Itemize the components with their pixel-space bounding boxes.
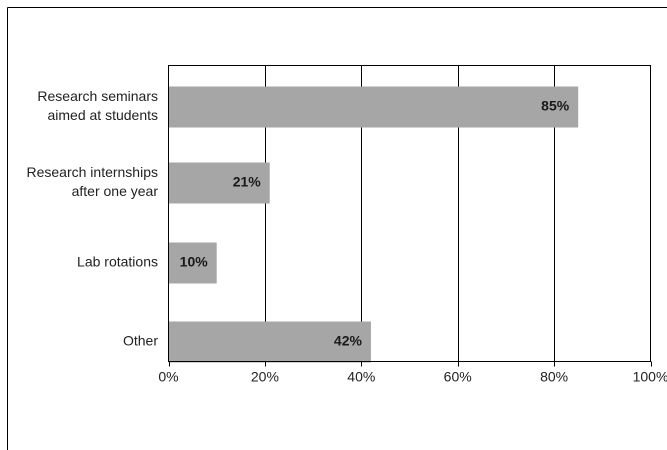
x-tick-label-20: 20% — [251, 369, 279, 385]
x-tick-label-80: 80% — [540, 369, 568, 385]
category-label-3-line-0: Other — [123, 333, 158, 349]
category-label-0-line-0: Research seminars — [37, 88, 158, 104]
x-tick-label-60: 60% — [444, 369, 472, 385]
data-label-0: 85% — [541, 98, 570, 114]
category-labels: Research seminars aimed at students Resear… — [26, 88, 158, 349]
x-tick-label-0: 0% — [158, 369, 178, 385]
data-labels: 85% 21% 10% 42% — [180, 98, 570, 349]
bar-0 — [169, 87, 579, 128]
data-label-2: 10% — [180, 254, 209, 270]
category-label-1-line-1: after one year — [72, 183, 159, 199]
data-label-1: 21% — [233, 174, 262, 190]
category-label-1-line-0: Research internships — [26, 164, 158, 180]
x-tick-label-100: 100% — [633, 369, 667, 385]
category-label-0-line-1: aimed at students — [47, 107, 158, 123]
category-label-2-line-0: Lab rotations — [77, 254, 158, 270]
bars — [169, 87, 579, 363]
x-axis-tick-labels: 0% 20% 40% 60% 80% 100% — [158, 362, 667, 385]
data-label-3: 42% — [334, 333, 363, 349]
x-tick-label-40: 40% — [347, 369, 375, 385]
